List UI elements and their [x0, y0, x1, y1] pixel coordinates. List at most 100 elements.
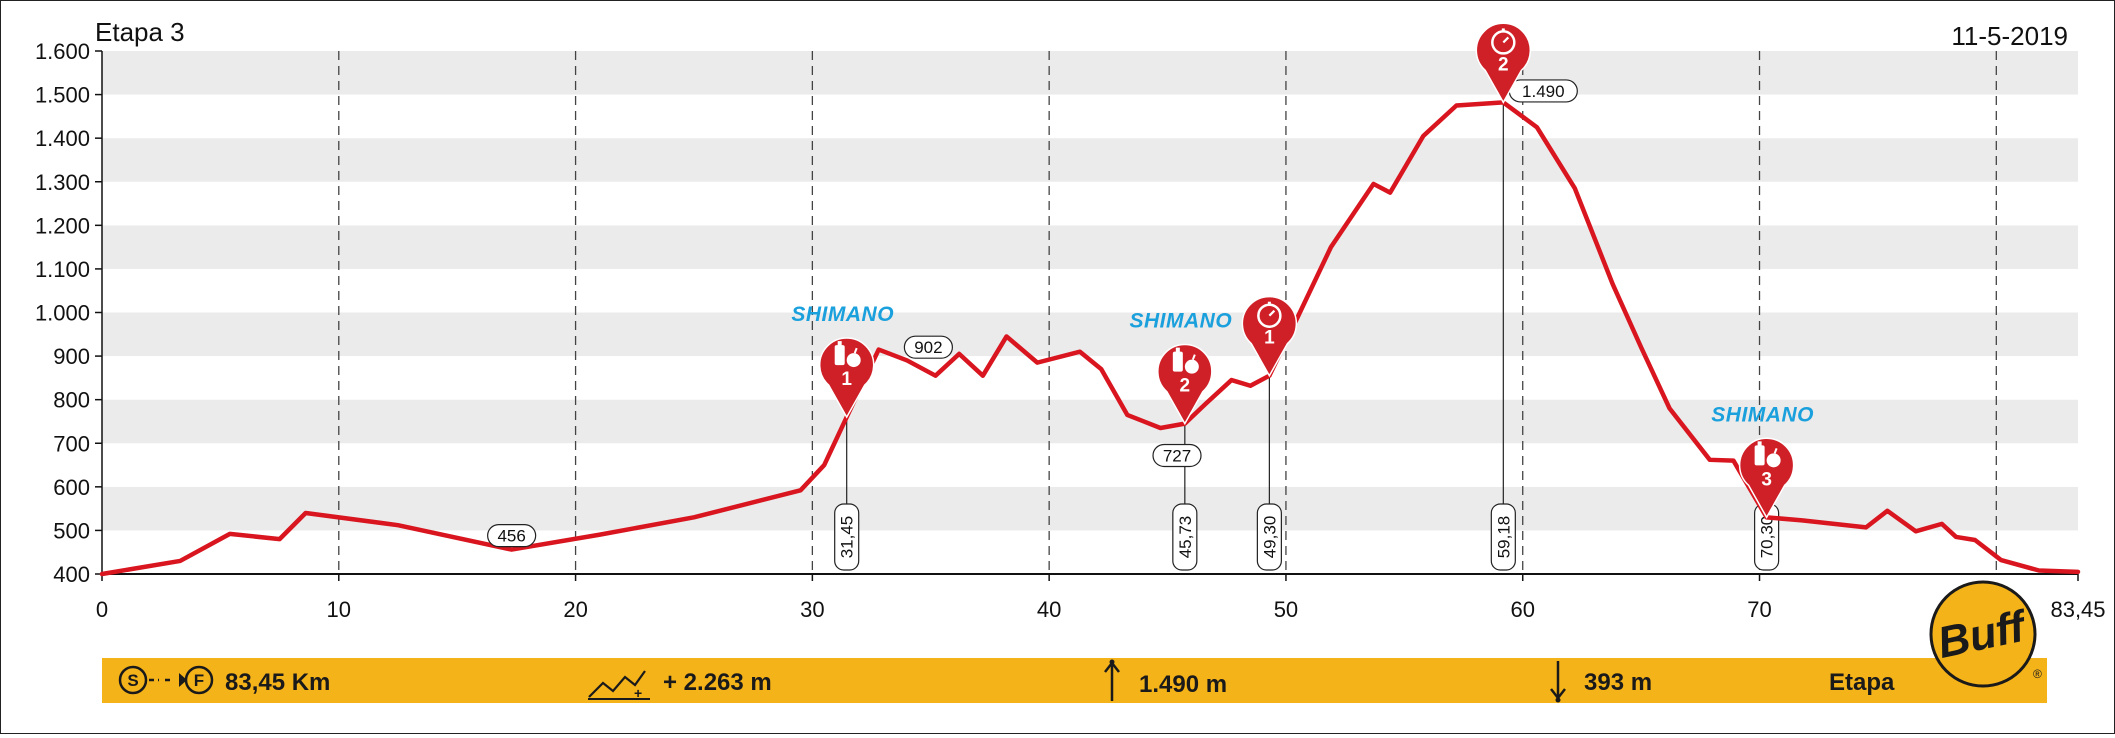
x-tick-label: 0 — [96, 597, 108, 622]
y-tick-label: 1.600 — [35, 39, 90, 64]
km-marker-label: 59,18 — [1494, 516, 1513, 559]
bottle-icon — [1754, 445, 1765, 466]
profile-series — [99, 100, 2081, 577]
band — [102, 51, 2078, 95]
stopwatch-hand — [1502, 36, 1510, 44]
x-tick-label: 70 — [1747, 597, 1771, 622]
apple-icon — [1184, 359, 1199, 374]
km-marker-box — [1172, 503, 1198, 571]
elevation-label-box — [487, 523, 537, 548]
climb-icon: + — [588, 670, 650, 701]
start-letter: S — [127, 671, 138, 690]
x-tick-label: 83,45 — [2050, 597, 2105, 622]
elevation-labels: 456 902 727 1.490 — [487, 79, 1578, 548]
x-tick-label: 50 — [1274, 597, 1298, 622]
x-tick-label: 40 — [1037, 597, 1061, 622]
bottle-cap — [837, 341, 842, 347]
band — [102, 268, 2078, 313]
min-altitude-icon — [1550, 661, 1566, 703]
km-marker-box — [1490, 503, 1516, 571]
x-tick-label: 60 — [1510, 597, 1534, 622]
pins: 1 SHIMANO 2 SHIMANO 1 2 3 SHIMANO — [791, 22, 1814, 519]
band — [102, 399, 2078, 444]
y-tick-label: 1.300 — [35, 170, 90, 195]
max-altitude-icon — [1104, 659, 1120, 701]
y-tick-label: 1.500 — [35, 83, 90, 108]
km-marker-box — [1256, 503, 1282, 571]
distance-value: 83,45 Km — [225, 669, 330, 696]
feed-pin: 1 SHIMANO — [791, 303, 894, 419]
pin-number: 2 — [1498, 54, 1509, 75]
climb-value: + 2.263 m — [663, 669, 772, 696]
shimano-logo: SHIMANO — [1129, 310, 1232, 333]
pin-number: 3 — [1761, 469, 1772, 490]
apple-stem — [853, 347, 858, 354]
shimano-logo: SHIMANO — [1711, 403, 1814, 426]
stopwatch-hand — [1268, 309, 1276, 317]
y-tick-label: 900 — [53, 344, 90, 369]
km-marker-label: 70,30 — [1758, 516, 1777, 559]
band — [102, 486, 2078, 531]
bottle-cap — [1175, 347, 1180, 353]
timer-pin: 1 — [1241, 295, 1298, 378]
x-tick-label: 30 — [800, 597, 824, 622]
band — [102, 312, 2078, 357]
km-marker-label: 31,45 — [838, 516, 857, 559]
pin-number: 1 — [1264, 328, 1275, 349]
bottle-icon — [1172, 351, 1183, 372]
km-marker-label: 49,30 — [1260, 516, 1279, 559]
pin-number: 2 — [1180, 376, 1191, 397]
x-tick-label: 10 — [327, 597, 351, 622]
elevation-label-box — [903, 335, 953, 359]
km-markers: 31,45 45,73 49,30 59,18 70,30 — [834, 102, 1780, 571]
bottle-icon — [834, 345, 845, 366]
apple-icon — [1766, 453, 1781, 468]
km-marker-box — [834, 503, 860, 571]
elevation-label: 1.490 — [1522, 82, 1565, 101]
y-tick-label: 800 — [53, 388, 90, 413]
pin-body — [1475, 22, 1532, 104]
y-tick-label: 1.100 — [35, 257, 90, 282]
climb-plus-symbol: + — [634, 685, 642, 701]
shimano-logo: SHIMANO — [791, 303, 894, 326]
y-tick-label: 1.400 — [35, 126, 90, 151]
x-tick-label: 20 — [563, 597, 587, 622]
elevation-label: 727 — [1163, 446, 1191, 465]
band — [102, 530, 2078, 574]
background-bands — [102, 51, 2078, 574]
min-altitude-value: 393 m — [1584, 669, 1652, 696]
max-altitude-value: 1.490 m — [1139, 671, 1227, 698]
pin-body — [1241, 295, 1298, 378]
band — [102, 356, 2078, 400]
start-finish-icon: S F — [118, 665, 214, 695]
y-tick-label: 1.200 — [35, 213, 90, 238]
elevation-label-box — [1152, 443, 1202, 468]
feed-pin: 3 SHIMANO — [1711, 403, 1814, 519]
band — [102, 181, 2078, 226]
y-axis: 400 500 600 700 800 900 1.000 1.100 1.200 1.300 1.… — [35, 39, 103, 587]
band — [102, 94, 2078, 139]
band — [102, 225, 2078, 269]
y-tick-label: 700 — [53, 431, 90, 456]
apple-icon — [846, 353, 861, 368]
y-tick-label: 600 — [53, 475, 90, 500]
elevation-label: 456 — [497, 527, 525, 546]
footer-background — [102, 658, 2047, 703]
pin-number: 1 — [841, 369, 852, 390]
apple-stem — [1773, 447, 1778, 454]
stage-title: Etapa 3 — [95, 17, 185, 47]
footer-bar: S F 83,45 Km + + 2.263 m 1.490 m 393 m E… — [102, 658, 2047, 703]
bottle-cap — [1757, 441, 1762, 447]
buff-logo: Buff ® — [1929, 580, 2042, 688]
buff-trademark: ® — [2033, 667, 2042, 681]
elevation-label: 902 — [914, 338, 942, 357]
finish-letter: F — [194, 671, 204, 690]
footer-label: Etapa — [1829, 669, 1895, 696]
x-axis: 0 10 20 30 40 50 60 70 83,45 — [96, 573, 2106, 622]
timer-pin: 2 — [1475, 22, 1532, 104]
profile-line — [99, 100, 2081, 577]
y-tick-label: 1.000 — [35, 301, 90, 326]
apple-stem — [1191, 354, 1196, 361]
